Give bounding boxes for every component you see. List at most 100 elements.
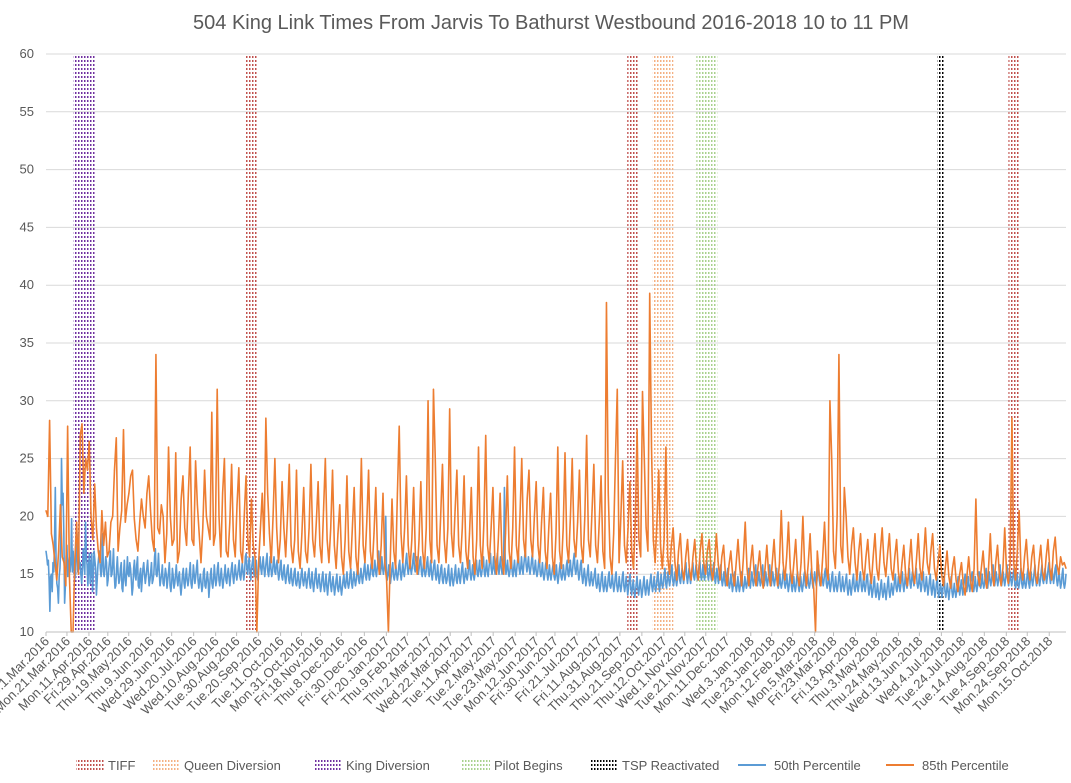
data-point-50th-percentile bbox=[109, 550, 111, 552]
data-point-50th-percentile bbox=[324, 582, 326, 585]
data-point-50th-percentile bbox=[686, 575, 688, 578]
data-point-85th-percentile bbox=[149, 510, 152, 512]
data-point-85th-percentile bbox=[912, 571, 914, 573]
data-point-50th-percentile bbox=[634, 590, 637, 593]
data-point-85th-percentile bbox=[396, 492, 399, 494]
data-point-85th-percentile bbox=[544, 550, 546, 552]
data-point-50th-percentile bbox=[329, 571, 331, 573]
data-point-50th-percentile bbox=[416, 556, 418, 558]
data-point-85th-percentile bbox=[213, 544, 215, 546]
data-point-50th-percentile bbox=[537, 571, 539, 573]
data-point-50th-percentile bbox=[558, 575, 560, 578]
data-point-50th-percentile bbox=[323, 590, 326, 593]
data-point-50th-percentile bbox=[351, 582, 353, 585]
data-point-50th-percentile bbox=[561, 579, 563, 581]
data-point-50th-percentile bbox=[332, 575, 334, 578]
data-point-50th-percentile bbox=[295, 582, 297, 585]
data-point-85th-percentile bbox=[313, 556, 316, 558]
data-point-50th-percentile bbox=[963, 579, 965, 581]
data-point-50th-percentile bbox=[106, 585, 108, 587]
data-point-50th-percentile bbox=[732, 585, 734, 587]
data-point-85th-percentile bbox=[905, 573, 907, 575]
data-point-50th-percentile bbox=[1049, 582, 1052, 585]
data-point-50th-percentile bbox=[95, 594, 98, 596]
data-point-85th-percentile bbox=[735, 562, 737, 564]
data-point-85th-percentile bbox=[732, 573, 734, 575]
data-point-85th-percentile bbox=[108, 550, 110, 552]
data-point-50th-percentile bbox=[882, 596, 884, 598]
data-point-50th-percentile bbox=[1004, 579, 1007, 581]
data-point-85th-percentile bbox=[389, 562, 391, 564]
data-point-50th-percentile bbox=[147, 573, 149, 575]
data-point-50th-percentile bbox=[337, 587, 339, 589]
data-point-50th-percentile bbox=[835, 585, 838, 587]
data-point-50th-percentile bbox=[178, 575, 180, 578]
data-point-85th-percentile bbox=[892, 579, 894, 581]
data-point-50th-percentile bbox=[195, 567, 198, 570]
data-point-50th-percentile bbox=[420, 556, 422, 558]
data-point-50th-percentile bbox=[108, 567, 110, 570]
data-point-50th-percentile bbox=[842, 575, 844, 578]
data-point-50th-percentile bbox=[662, 587, 664, 589]
data-point-50th-percentile bbox=[368, 573, 370, 575]
data-point-85th-percentile bbox=[153, 550, 155, 552]
data-point-50th-percentile bbox=[309, 587, 312, 589]
data-point-85th-percentile bbox=[121, 510, 123, 512]
data-point-50th-percentile bbox=[643, 575, 645, 578]
data-point-50th-percentile bbox=[880, 579, 882, 581]
data-point-85th-percentile bbox=[209, 538, 211, 541]
data-point-50th-percentile bbox=[71, 571, 73, 573]
data-point-85th-percentile bbox=[187, 492, 189, 494]
data-point-50th-percentile bbox=[290, 567, 292, 570]
data-point-85th-percentile bbox=[508, 550, 510, 552]
data-point-50th-percentile bbox=[980, 582, 983, 585]
data-point-85th-percentile bbox=[827, 579, 829, 581]
data-point-50th-percentile bbox=[926, 585, 928, 587]
data-point-85th-percentile bbox=[265, 417, 267, 419]
data-point-85th-percentile bbox=[301, 533, 303, 535]
data-point-50th-percentile bbox=[1028, 587, 1031, 589]
data-point-50th-percentile bbox=[601, 571, 603, 573]
data-point-85th-percentile bbox=[665, 446, 667, 448]
data-point-50th-percentile bbox=[143, 562, 145, 564]
data-point-50th-percentile bbox=[366, 571, 368, 573]
data-point-85th-percentile bbox=[719, 579, 721, 581]
data-point-50th-percentile bbox=[247, 573, 249, 575]
data-point-50th-percentile bbox=[412, 559, 414, 561]
data-point-50th-percentile bbox=[890, 590, 892, 593]
data-point-50th-percentile bbox=[165, 573, 167, 575]
data-point-50th-percentile bbox=[286, 567, 288, 570]
data-point-50th-percentile bbox=[931, 594, 933, 596]
data-point-50th-percentile bbox=[978, 571, 980, 573]
data-point-85th-percentile bbox=[321, 562, 323, 564]
data-point-50th-percentile bbox=[798, 590, 800, 593]
legend-label: King Diversion bbox=[346, 758, 430, 773]
data-point-50th-percentile bbox=[876, 590, 878, 593]
data-point-50th-percentile bbox=[738, 590, 741, 593]
data-point-50th-percentile bbox=[46, 556, 48, 558]
data-point-85th-percentile bbox=[659, 544, 662, 546]
data-point-50th-percentile bbox=[372, 575, 374, 578]
data-point-50th-percentile bbox=[486, 571, 488, 573]
data-point-50th-percentile bbox=[461, 562, 464, 564]
data-point-85th-percentile bbox=[342, 573, 344, 575]
data-point-50th-percentile bbox=[1031, 579, 1033, 581]
data-point-50th-percentile bbox=[121, 587, 123, 589]
data-point-50th-percentile bbox=[433, 564, 435, 566]
data-point-85th-percentile bbox=[802, 515, 804, 518]
data-point-50th-percentile bbox=[838, 571, 841, 573]
data-point-50th-percentile bbox=[281, 579, 284, 581]
data-point-50th-percentile bbox=[668, 579, 670, 581]
data-point-50th-percentile bbox=[669, 579, 672, 581]
data-point-85th-percentile bbox=[596, 562, 599, 564]
data-point-85th-percentile bbox=[476, 538, 478, 541]
y-tick-label: 30 bbox=[20, 393, 34, 408]
data-point-50th-percentile bbox=[233, 582, 235, 585]
data-point-50th-percentile bbox=[342, 579, 344, 581]
data-point-50th-percentile bbox=[602, 585, 604, 587]
data-point-50th-percentile bbox=[262, 556, 264, 558]
data-point-85th-percentile bbox=[438, 562, 440, 564]
data-point-50th-percentile bbox=[202, 585, 204, 587]
data-point-85th-percentile bbox=[1065, 567, 1067, 570]
y-tick-label: 25 bbox=[20, 451, 34, 466]
